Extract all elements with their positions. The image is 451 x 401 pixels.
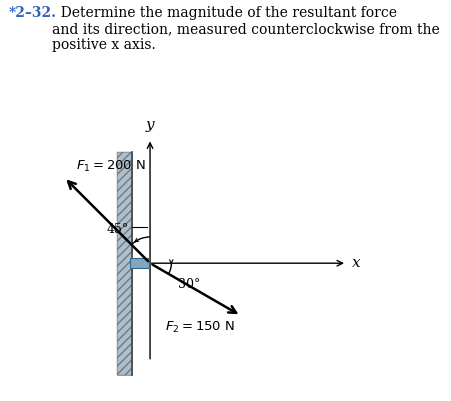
Text: y: y <box>146 118 154 132</box>
Text: $F_1 = 200\ \mathrm{N}$: $F_1 = 200\ \mathrm{N}$ <box>76 159 146 174</box>
Text: 30°: 30° <box>178 277 200 291</box>
Text: 45°: 45° <box>107 223 129 235</box>
Bar <box>117 152 132 375</box>
Text: x: x <box>352 256 361 270</box>
Bar <box>130 258 149 268</box>
Text: *2–32.: *2–32. <box>9 6 57 20</box>
Text: Determine the magnitude of the resultant force
and its direction, measured count: Determine the magnitude of the resultant… <box>52 6 440 52</box>
Text: $F_2 = 150\ \mathrm{N}$: $F_2 = 150\ \mathrm{N}$ <box>165 320 235 335</box>
Bar <box>117 152 132 375</box>
